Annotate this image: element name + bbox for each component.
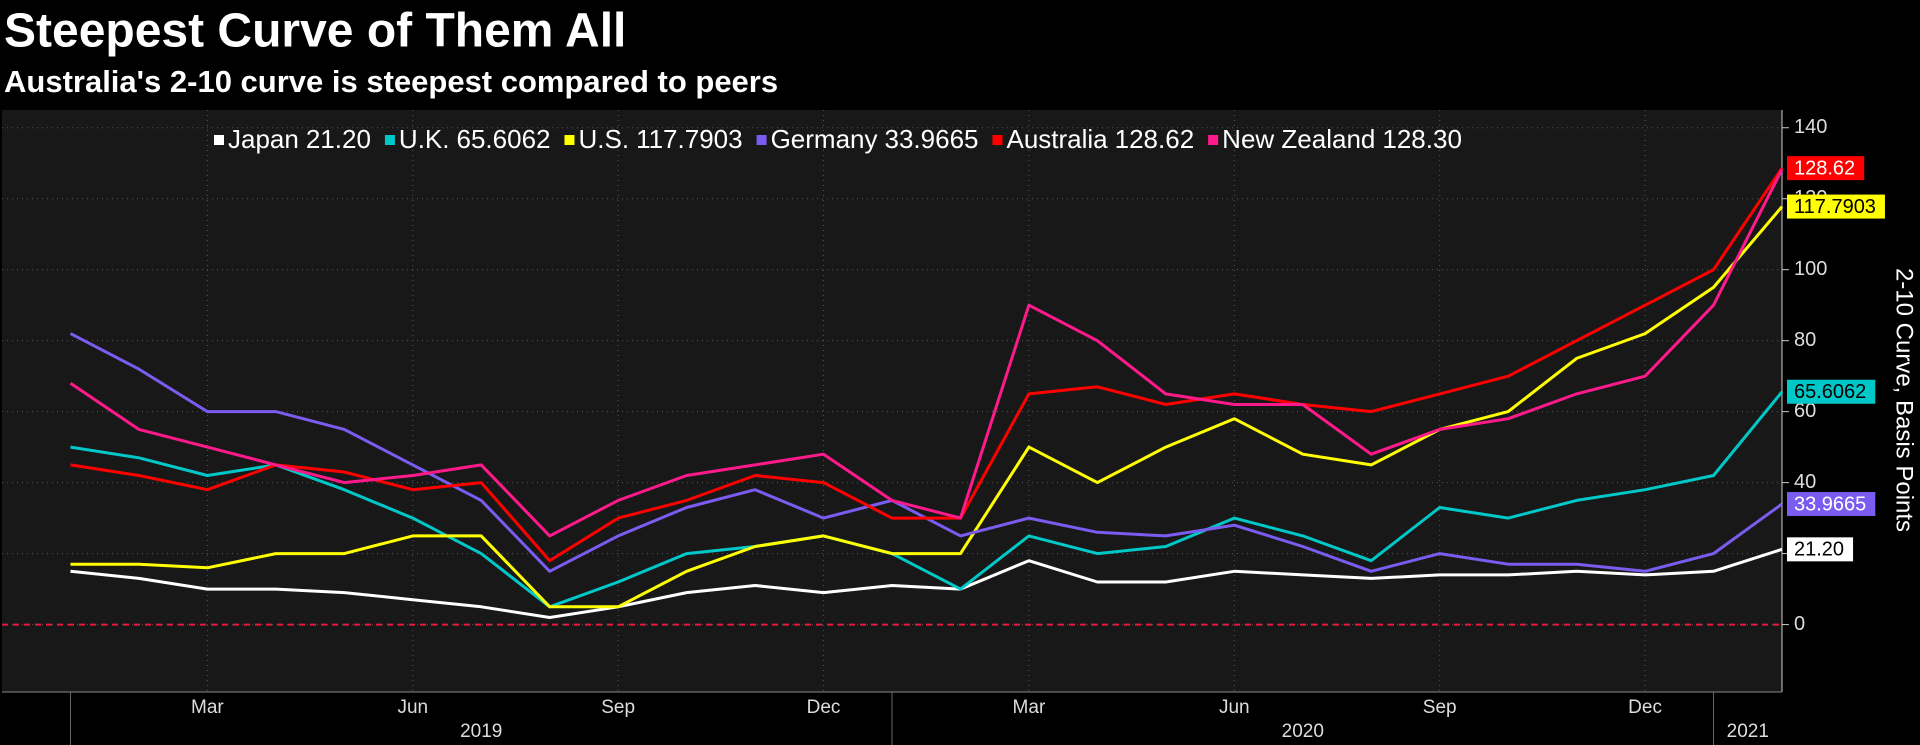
legend-value: 21.20: [306, 124, 371, 154]
legend-swatch: [992, 135, 1003, 145]
series-line: [70, 205, 1784, 609]
legend-item: Australia 128.62: [992, 124, 1194, 154]
x-tick-label: Mar: [191, 697, 224, 718]
legend-name: Germany: [771, 124, 878, 154]
value-tag-box: [1787, 537, 1854, 562]
chart-subtitle: Australia's 2-10 curve is steepest compa…: [4, 64, 778, 99]
y-tick-label: 0: [1794, 613, 1805, 635]
year-label: 2020: [1282, 721, 1324, 742]
y-tick-label: 140: [1794, 116, 1827, 138]
legend-value: 117.7903: [636, 124, 743, 154]
value-tag-box: [1787, 379, 1876, 404]
series-line: [69, 168, 1784, 538]
x-tick-label: Sep: [601, 697, 635, 718]
legend-swatch: [756, 135, 767, 145]
series-line: [70, 167, 1784, 563]
y-tick-label: 100: [1794, 258, 1827, 280]
legend-item: Japan 21.20: [214, 124, 371, 154]
legend-item: Germany 33.9665: [756, 124, 979, 154]
value-tag-label: 21.20: [1794, 539, 1844, 561]
chart-title: Steepest Curve of Them All: [4, 5, 626, 58]
x-tick-label: Jun: [1219, 697, 1250, 718]
x-tick-label: Jun: [397, 697, 428, 718]
y-tick-label: 80: [1794, 329, 1816, 351]
legend-name: U.S.: [578, 124, 629, 154]
legend-name: Australia: [1006, 124, 1108, 154]
value-tag: 33.9665: [1787, 492, 1876, 517]
value-tag-box: [1787, 194, 1885, 219]
x-tick-label: Sep: [1423, 697, 1457, 718]
legend-item: U.S. 117.7903: [564, 124, 743, 154]
legend-swatch: [564, 135, 575, 145]
legend-item: U.K. 65.6062: [384, 124, 551, 154]
y-tick-label: 60: [1794, 400, 1816, 422]
y-axis-label: 2-10 Curve, Basis Points: [1891, 268, 1918, 532]
series-line: [70, 390, 1784, 609]
x-tick-label: Mar: [1013, 697, 1046, 718]
series-line: [70, 547, 1783, 619]
value-tag: 65.6062: [1787, 379, 1876, 404]
legend-swatch: [384, 135, 395, 145]
value-tag-box: [1787, 492, 1876, 517]
legend-swatch: [214, 135, 224, 145]
year-label: 2019: [460, 721, 502, 742]
legend-name: New Zealand: [1222, 124, 1375, 154]
value-tag-label: 65.6062: [1794, 381, 1866, 403]
plot-area: [2, 110, 1782, 692]
legend-value: 33.9665: [885, 124, 979, 154]
value-tag: 21.20: [1787, 537, 1854, 562]
value-tag: 128.62: [1787, 156, 1865, 181]
legend-item: New Zealand 128.30: [1208, 124, 1462, 154]
legend-name: U.K.: [399, 124, 450, 154]
legend-value: 65.6062: [457, 124, 551, 154]
legend-value: 128.30: [1382, 124, 1462, 154]
value-tag-box: [1787, 156, 1865, 181]
x-tick-label: Dec: [1628, 697, 1662, 718]
value-tag-label: 33.9665: [1794, 493, 1866, 515]
legend-value: 128.62: [1115, 124, 1195, 154]
legend-name: Japan: [228, 124, 299, 154]
value-tag-label: 128.62: [1794, 157, 1855, 179]
x-tick-label: Dec: [807, 697, 841, 718]
value-tag-label: 117.7903: [1794, 196, 1876, 218]
y-tick-label: 40: [1794, 471, 1816, 493]
value-tag: 117.7903: [1787, 194, 1885, 219]
legend-swatch: [1208, 135, 1219, 145]
year-label: 2021: [1727, 721, 1769, 742]
